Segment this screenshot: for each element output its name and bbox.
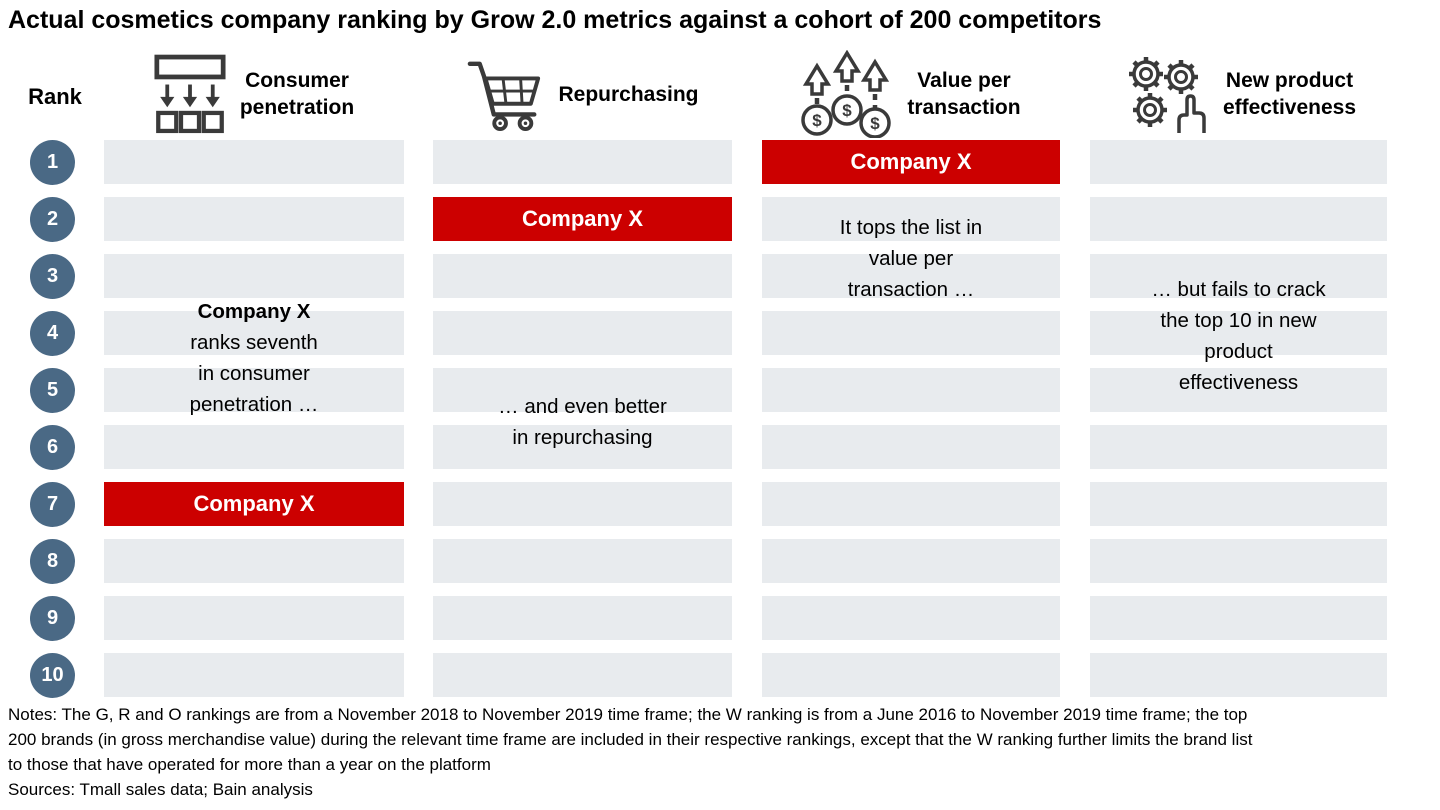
bar bbox=[762, 311, 1060, 355]
bar bbox=[433, 539, 732, 583]
highlight-bar-consumer-penetration: Company X bbox=[104, 482, 404, 526]
rank-circle-4: 4 bbox=[30, 311, 75, 356]
bar-column-value-per-transaction: Company X bbox=[762, 0, 1060, 810]
bar bbox=[433, 368, 732, 412]
cart-icon bbox=[468, 61, 541, 132]
rank-circle-10: 10 bbox=[30, 653, 75, 698]
column-label: New product effectiveness bbox=[1222, 69, 1357, 119]
bar bbox=[762, 254, 1060, 298]
column-header-value-per-transaction: $ $ $ Value per transaction bbox=[762, 48, 1060, 140]
rank-circle-7: 7 bbox=[30, 482, 75, 527]
bar bbox=[762, 368, 1060, 412]
rank-circle-5: 5 bbox=[30, 368, 75, 413]
rank-circle-1: 1 bbox=[30, 140, 75, 185]
rank-circle-9: 9 bbox=[30, 596, 75, 641]
bar bbox=[433, 425, 732, 469]
bar bbox=[1090, 425, 1387, 469]
bar bbox=[104, 197, 404, 241]
rising-value-icon: $ $ $ bbox=[801, 50, 892, 138]
annotation-consumer-penetration: Company X ranks seventh in consumer pene… bbox=[104, 296, 404, 420]
bar bbox=[1090, 653, 1387, 697]
notes-text: Notes: The G, R and O rankings are from … bbox=[8, 705, 1253, 774]
bar bbox=[762, 197, 1060, 241]
annotation-text: … but fails to crack the top 10 in new p… bbox=[1151, 278, 1326, 394]
annotation-text: It tops the list in value per transactio… bbox=[839, 216, 983, 301]
bar bbox=[104, 368, 404, 412]
annotation-bold-line: Company X bbox=[197, 300, 311, 323]
bar bbox=[1090, 368, 1387, 412]
bar bbox=[1090, 482, 1387, 526]
bar-column-repurchasing: Company X bbox=[433, 0, 732, 810]
annotation-value-per-transaction: It tops the list in value per transactio… bbox=[762, 212, 1060, 305]
bar bbox=[433, 596, 732, 640]
sources-text: Sources: Tmall sales data; Bain analysis bbox=[8, 780, 313, 799]
rank-circle-8: 8 bbox=[30, 539, 75, 584]
bar-column-new-product-effectiveness bbox=[1090, 0, 1387, 810]
bar bbox=[104, 653, 404, 697]
bar bbox=[104, 254, 404, 298]
bar bbox=[104, 596, 404, 640]
rank-column-header: Rank bbox=[28, 84, 82, 109]
rank-circle-2: 2 bbox=[30, 197, 75, 242]
column-label: Repurchasing bbox=[558, 82, 699, 106]
highlight-bar-repurchasing: Company X bbox=[433, 197, 732, 241]
svg-text:$: $ bbox=[871, 114, 881, 133]
bar bbox=[433, 653, 732, 697]
bar bbox=[104, 539, 404, 583]
bar bbox=[104, 425, 404, 469]
chart-title: Actual cosmetics company ranking by Grow… bbox=[8, 6, 1102, 34]
footer: Notes: The G, R and O rankings are from … bbox=[8, 702, 1436, 802]
column-header-new-product-effectiveness: New product effectiveness bbox=[1090, 48, 1387, 140]
column-header-repurchasing: Repurchasing bbox=[433, 48, 732, 140]
bar bbox=[762, 596, 1060, 640]
bar bbox=[762, 539, 1060, 583]
annotation-new-product-effectiveness: … but fails to crack the top 10 in new p… bbox=[1090, 274, 1387, 398]
column-header-consumer-penetration: Consumer penetration bbox=[104, 48, 404, 140]
annotation-text: ranks seventh in consumer penetration … bbox=[189, 331, 319, 416]
column-label: Consumer penetration bbox=[239, 69, 355, 119]
gears-icon bbox=[1121, 53, 1206, 133]
annotation-repurchasing: … and even better in repurchasing bbox=[433, 391, 732, 453]
bar-column-consumer-penetration: Company X bbox=[104, 0, 404, 810]
annotation-text: … and even better in repurchasing bbox=[498, 395, 667, 449]
bar bbox=[104, 140, 404, 184]
bar bbox=[1090, 539, 1387, 583]
highlight-bar-value-per-transaction: Company X bbox=[762, 140, 1060, 184]
bar bbox=[762, 482, 1060, 526]
bar bbox=[762, 425, 1060, 469]
bar bbox=[104, 311, 404, 355]
bar bbox=[1090, 197, 1387, 241]
svg-text:$: $ bbox=[813, 111, 823, 130]
column-label: Value per transaction bbox=[907, 69, 1021, 119]
distribution-icon bbox=[154, 54, 226, 134]
bar bbox=[433, 140, 732, 184]
svg-text:$: $ bbox=[843, 101, 853, 120]
bar bbox=[433, 482, 732, 526]
rank-circle-6: 6 bbox=[30, 425, 75, 470]
rank-circle-3: 3 bbox=[30, 254, 75, 299]
bar bbox=[433, 311, 732, 355]
bar bbox=[1090, 311, 1387, 355]
bar bbox=[1090, 596, 1387, 640]
bar bbox=[1090, 254, 1387, 298]
bar bbox=[762, 653, 1060, 697]
bar bbox=[1090, 140, 1387, 184]
bar bbox=[433, 254, 732, 298]
